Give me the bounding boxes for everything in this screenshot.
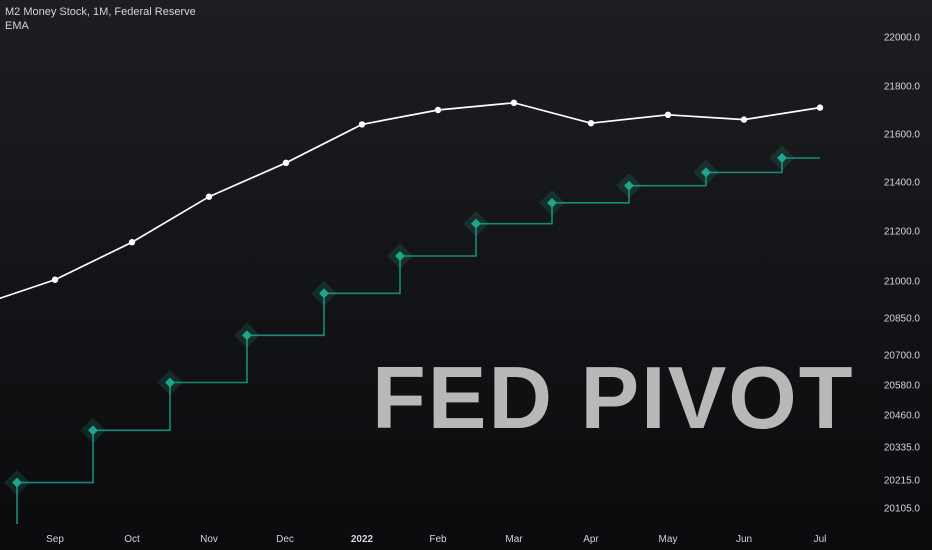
y-tick-label: 20580.0 bbox=[884, 381, 921, 392]
y-tick-label: 21600.0 bbox=[884, 130, 921, 141]
x-tick-label: May bbox=[659, 534, 678, 545]
y-tick-label: 20105.0 bbox=[884, 504, 921, 515]
x-tick-label: Sep bbox=[46, 534, 64, 545]
y-tick-label: 20335.0 bbox=[884, 443, 921, 454]
m2-point bbox=[205, 193, 213, 200]
ema-marker bbox=[165, 377, 175, 388]
y-tick-label: 21400.0 bbox=[884, 178, 921, 189]
m2-point bbox=[128, 239, 136, 246]
x-tick-label: Oct bbox=[124, 534, 140, 545]
ema-step-line bbox=[16, 157, 820, 524]
ema-marker bbox=[777, 153, 787, 163]
m2-point bbox=[51, 276, 59, 283]
x-tick-label: Mar bbox=[505, 534, 523, 545]
ema-marker bbox=[395, 251, 405, 261]
x-tick-label: 2022 bbox=[351, 534, 374, 545]
x-tick-label: Jun bbox=[736, 534, 752, 545]
m2-point bbox=[282, 159, 290, 166]
ema-marker bbox=[701, 167, 711, 178]
m2-series bbox=[0, 99, 824, 300]
y-tick-label: 20850.0 bbox=[884, 314, 921, 325]
y-tick-label: 21200.0 bbox=[884, 227, 921, 238]
legend: M2 Money Stock, 1M, Federal Reserve EMA bbox=[5, 5, 196, 33]
y-axis: 22000.0 21800.0 21600.0 21400.0 21200.0 21000… bbox=[884, 33, 921, 515]
ema-marker bbox=[242, 330, 252, 341]
m2-point bbox=[434, 106, 442, 114]
y-tick-label: 20700.0 bbox=[884, 351, 921, 362]
m2-point bbox=[587, 120, 595, 127]
x-tick-label: Apr bbox=[583, 534, 599, 545]
x-axis: Sep Oct Nov Dec 2022 Feb Mar Apr May Jun Jul bbox=[46, 534, 826, 545]
indicator-label: EMA bbox=[5, 20, 29, 32]
series-title: M2 Money Stock, 1M, Federal Reserve bbox=[5, 6, 196, 18]
m2-point bbox=[358, 121, 366, 128]
x-tick-label: Jul bbox=[814, 534, 827, 545]
x-tick-label: Dec bbox=[276, 534, 294, 545]
y-tick-label: 21000.0 bbox=[884, 277, 921, 288]
m2-point bbox=[510, 99, 518, 107]
y-tick-label: 22000.0 bbox=[884, 33, 921, 44]
m2-point bbox=[816, 104, 824, 111]
ema-marker bbox=[624, 180, 634, 191]
ema-series bbox=[4, 145, 820, 524]
m2-line bbox=[0, 101, 821, 300]
ema-marker bbox=[471, 218, 481, 229]
ema-marker bbox=[547, 197, 557, 208]
watermark-text: FED PIVOT bbox=[372, 348, 855, 447]
x-tick-label: Feb bbox=[429, 534, 447, 545]
y-tick-label: 20460.0 bbox=[884, 411, 921, 422]
m2-point bbox=[740, 116, 748, 123]
y-tick-label: 20215.0 bbox=[884, 476, 921, 487]
x-tick-label: Nov bbox=[200, 534, 218, 545]
m2-point bbox=[664, 111, 672, 119]
ema-marker bbox=[319, 288, 329, 299]
y-tick-label: 21800.0 bbox=[884, 82, 921, 93]
